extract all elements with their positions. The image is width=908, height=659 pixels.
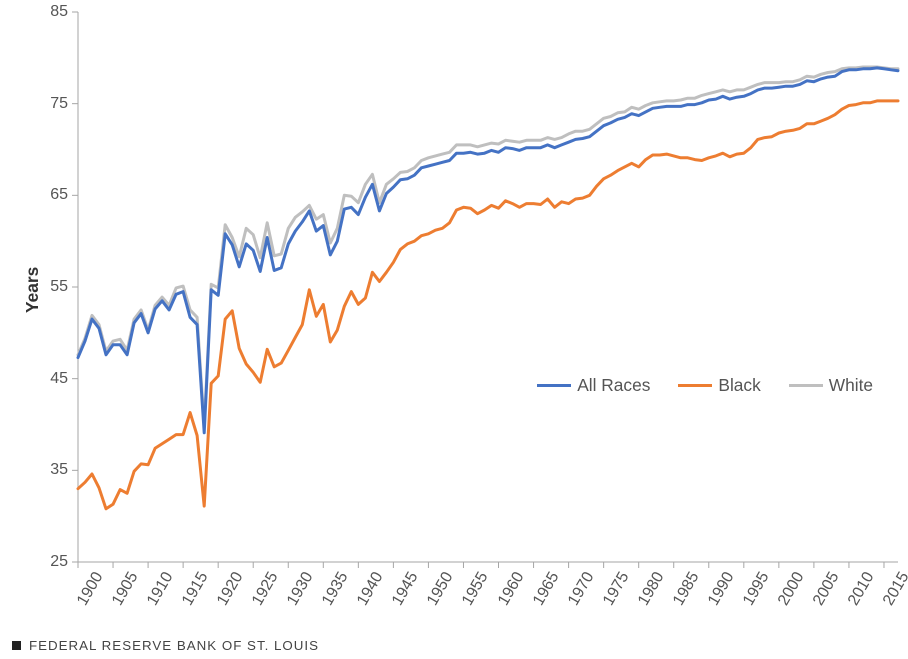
legend-label: Black: [718, 375, 760, 396]
legend-swatch-icon: [678, 384, 712, 387]
legend-swatch-icon: [789, 384, 823, 387]
y-tick-label: 65: [50, 186, 68, 204]
source-square-icon: [12, 641, 21, 650]
legend-label: All Races: [577, 375, 650, 396]
y-tick-label: 25: [50, 553, 68, 571]
y-tick-label: 75: [50, 95, 68, 113]
legend-swatch-icon: [537, 384, 571, 387]
series-line: [78, 101, 898, 509]
source-note-text: FEDERAL RESERVE BANK OF ST. LOUIS: [29, 638, 319, 653]
source-note: FEDERAL RESERVE BANK OF ST. LOUIS: [12, 638, 319, 653]
legend-item: Black: [678, 375, 760, 396]
y-tick-label: 55: [50, 278, 68, 296]
legend-label: White: [829, 375, 873, 396]
y-tick-label: 35: [50, 461, 68, 479]
legend-item: All Races: [537, 375, 650, 396]
legend: All Races Black White: [537, 375, 873, 396]
chart-root: Years All RacesBlackWhite FEDERAL RESERV…: [0, 0, 908, 659]
y-tick-label: 45: [50, 370, 68, 388]
legend-item: White: [789, 375, 873, 396]
y-tick-label: 85: [50, 3, 68, 21]
plot-area: [0, 0, 908, 659]
